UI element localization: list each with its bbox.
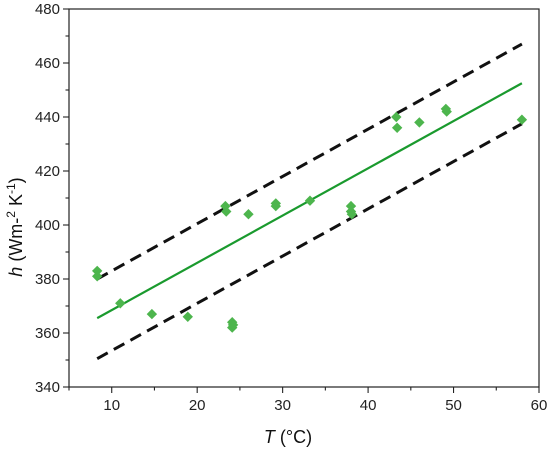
y-tick-label: 360 [35,325,60,342]
y-tick-label: 400 [35,217,60,234]
data-point [270,200,281,212]
y-axis-unit-mid: K [6,194,26,211]
data-point [414,117,425,128]
data-point [115,298,126,309]
y-axis-symbol: h [6,267,26,277]
data-point [221,206,232,217]
data-point [516,114,528,125]
data-point [304,195,316,206]
data-point [391,122,403,133]
plot-area [92,42,528,360]
x-tick-label: 20 [189,397,206,414]
lower-bound-line [96,122,523,360]
x-tick-label: 40 [360,397,377,414]
y-axis-title: h (Wm-2 K-1) [4,177,26,276]
y-axis-exp-2: -1 [4,183,18,194]
y-tick-label: 460 [35,55,60,72]
y-axis-unit-main: (Wm- [6,218,26,267]
tick-labels: 10 20 30 40 50 60 340 360 380 400 420 440 460 480 [35,1,547,414]
y-axis-unit-end: ) [6,177,26,183]
y-tick-label: 340 [35,379,60,396]
x-axis-unit: (°C) [275,427,312,447]
x-tick-label: 10 [103,397,120,414]
data-point [243,209,254,220]
data-point [92,265,103,277]
y-tick-label: 380 [35,271,60,288]
data-point [346,209,358,220]
data-point [92,271,103,282]
x-axis-symbol: T [264,427,277,447]
plot-frame [68,8,540,388]
upper-bound-line [96,42,523,281]
x-axis-title: T (°C) [264,427,312,447]
y-tick-label: 440 [35,109,60,126]
data-point [182,311,193,322]
data-point [146,308,158,320]
axes [63,8,540,393]
x-tick-label: 30 [274,397,291,414]
data-point [441,106,452,117]
x-tick-label: 60 [531,397,548,414]
y-tick-label: 480 [35,1,60,18]
data-point [345,200,357,212]
y-axis-exp-1: 2 [4,211,18,218]
x-tick-label: 50 [445,397,462,414]
data-point [227,319,239,331]
y-tick-label: 420 [35,163,60,180]
data-point [391,111,402,123]
